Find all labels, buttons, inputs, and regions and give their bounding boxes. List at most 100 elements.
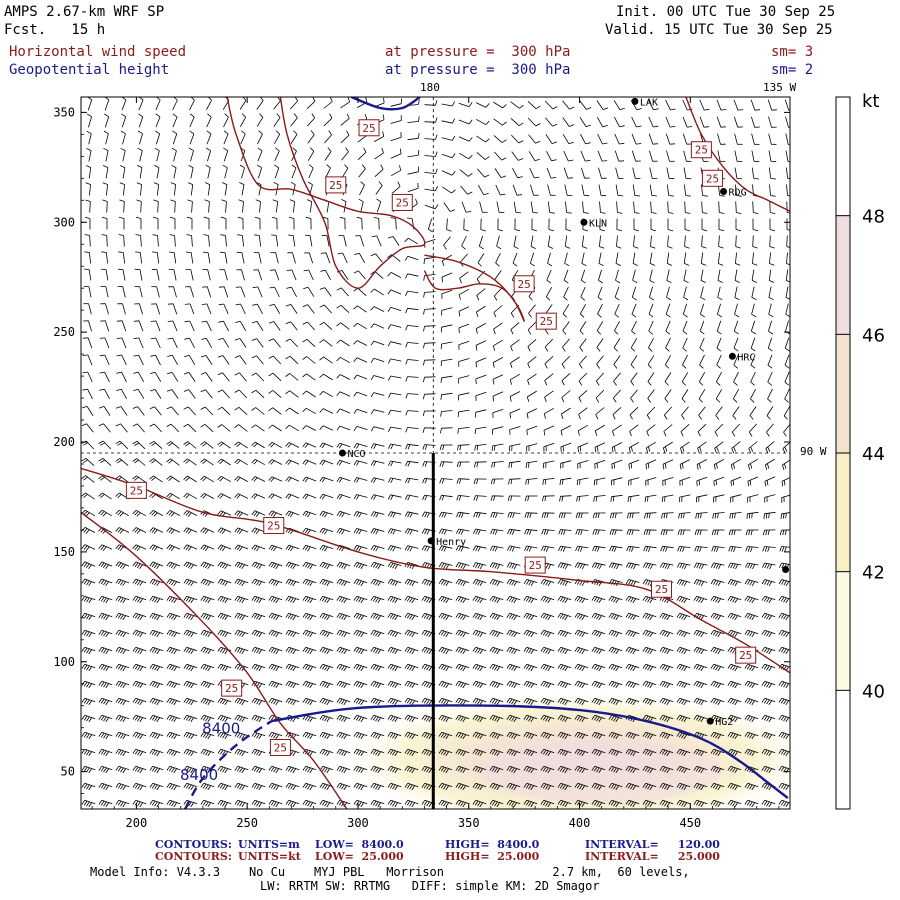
wind-barb bbox=[353, 595, 368, 604]
wind-barb bbox=[423, 308, 436, 315]
wind-barb bbox=[285, 612, 300, 621]
wind-barb bbox=[153, 182, 160, 196]
wind-barb bbox=[133, 388, 145, 399]
wind-barb bbox=[778, 748, 790, 757]
wind-barb bbox=[700, 286, 706, 301]
lon-180-label: 180 bbox=[420, 81, 440, 94]
wind-barb bbox=[370, 323, 385, 329]
wind-barb bbox=[98, 765, 113, 774]
wind-barb bbox=[541, 545, 555, 552]
wind-barb bbox=[695, 512, 708, 519]
wind-barb bbox=[710, 646, 725, 655]
wind-barb bbox=[376, 198, 382, 213]
wind-barb bbox=[645, 459, 657, 470]
wind-barb bbox=[117, 268, 126, 281]
wind-barb bbox=[679, 459, 691, 470]
wind-barb bbox=[524, 495, 538, 502]
wind-barb bbox=[336, 680, 351, 689]
wind-barb bbox=[608, 663, 623, 672]
wind-barb bbox=[302, 799, 317, 808]
wind-barb bbox=[647, 355, 655, 369]
wind-barb bbox=[200, 372, 213, 382]
wind-barb bbox=[205, 147, 211, 162]
wind-barb bbox=[591, 562, 606, 570]
wind-barb bbox=[506, 646, 521, 655]
wind-barb bbox=[645, 477, 657, 486]
wind-barb bbox=[200, 748, 215, 757]
wind-barb bbox=[273, 130, 281, 144]
wind-barb bbox=[745, 546, 759, 552]
wind-barb bbox=[290, 113, 298, 127]
wind-barb bbox=[188, 164, 194, 179]
wind-barb bbox=[711, 529, 725, 536]
wind-barb bbox=[625, 782, 640, 791]
wind-barb bbox=[424, 151, 438, 157]
wind-barb bbox=[561, 373, 571, 386]
wind-barb bbox=[510, 101, 524, 109]
wind-barb bbox=[149, 697, 164, 706]
wind-barb bbox=[218, 337, 230, 348]
wind-barb bbox=[574, 765, 589, 774]
wind-barb bbox=[149, 748, 164, 757]
wind-barb bbox=[187, 199, 193, 213]
wind-barb bbox=[132, 697, 147, 706]
wind-barb bbox=[200, 406, 214, 416]
wind-barb bbox=[336, 459, 351, 466]
height-label-text: 8400 bbox=[202, 720, 240, 738]
wind-barb bbox=[591, 595, 606, 604]
wind-barb bbox=[666, 150, 675, 162]
station-marker: KLN bbox=[580, 218, 607, 229]
wind-barb bbox=[625, 697, 640, 706]
wind-barb bbox=[677, 546, 691, 552]
wind-barb bbox=[115, 561, 130, 570]
wind-barb bbox=[302, 680, 317, 689]
wind-barb bbox=[81, 561, 96, 570]
wind-barb bbox=[710, 782, 725, 791]
wind-barb bbox=[626, 545, 640, 552]
wind-barb bbox=[183, 663, 198, 672]
wind-barb bbox=[441, 289, 453, 299]
wind-barb bbox=[387, 578, 402, 587]
wind-barb bbox=[202, 269, 211, 281]
wind-barb bbox=[594, 424, 605, 436]
wind-barb bbox=[234, 629, 249, 638]
wind-barb bbox=[682, 337, 688, 352]
wind-barb bbox=[764, 458, 775, 470]
wind-barb bbox=[132, 527, 147, 534]
wind-barb bbox=[530, 184, 539, 196]
wind-barb bbox=[509, 426, 521, 435]
wind-barb bbox=[529, 252, 535, 267]
wind-barb bbox=[748, 441, 758, 454]
wind-barb bbox=[562, 134, 574, 145]
wind-barb bbox=[475, 323, 486, 334]
wind-barb bbox=[609, 545, 623, 552]
wind-barb bbox=[150, 337, 161, 349]
wind-barb bbox=[579, 304, 587, 318]
wind-barb bbox=[715, 389, 723, 403]
wind-barb bbox=[613, 355, 621, 369]
wind-barb bbox=[302, 373, 316, 381]
wind-barb bbox=[200, 731, 215, 740]
wind-barb bbox=[693, 765, 708, 774]
wind-barb bbox=[648, 303, 654, 318]
height-contour-8400 bbox=[271, 704, 789, 799]
wind-barb bbox=[251, 510, 266, 518]
wind-barb bbox=[506, 697, 521, 706]
wind-barb bbox=[642, 595, 657, 604]
wind-barb bbox=[528, 134, 541, 144]
wind-barb bbox=[387, 306, 402, 312]
wind-barb bbox=[663, 424, 673, 437]
wind-barb bbox=[507, 495, 521, 502]
wind-barb bbox=[223, 147, 229, 162]
wind-barb bbox=[727, 697, 742, 706]
wind-barb bbox=[251, 595, 266, 604]
wind-barb bbox=[353, 477, 368, 483]
wind-barb bbox=[608, 799, 623, 808]
wind-barb bbox=[472, 680, 487, 689]
wind-barb bbox=[200, 475, 214, 483]
wind-barb bbox=[268, 510, 283, 518]
wind-barb bbox=[527, 101, 541, 110]
wind-barb bbox=[285, 442, 300, 448]
wind-barb bbox=[324, 130, 332, 144]
